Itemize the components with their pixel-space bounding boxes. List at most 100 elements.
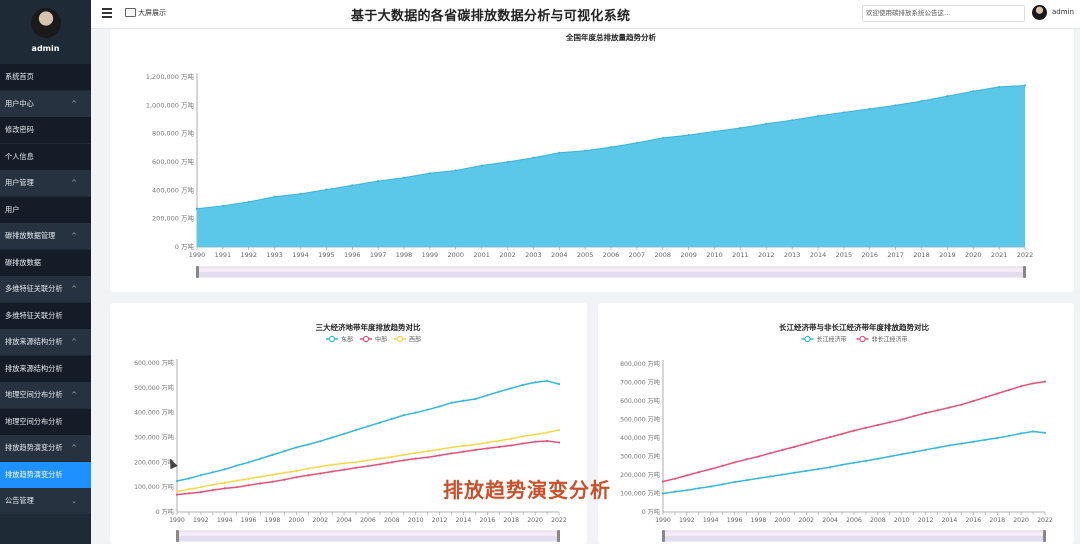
data-point	[474, 443, 477, 446]
data-point	[1023, 84, 1027, 87]
data-point	[377, 180, 380, 183]
sidebar-item-13[interactable]: 地理空间分布分析	[0, 408, 91, 435]
sidebar-item-0[interactable]: 系统首页	[0, 64, 91, 90]
data-point	[996, 436, 999, 440]
sidebar-item-16[interactable]: 公告管理 ⌄	[0, 488, 91, 514]
data-point	[745, 458, 748, 461]
data-point	[235, 479, 238, 482]
x-tick-label: 2008	[384, 517, 400, 524]
data-point	[175, 479, 179, 483]
data-point	[1020, 432, 1023, 435]
data-point	[557, 441, 561, 444]
monitor-icon[interactable]	[125, 8, 136, 17]
chevron-icon: ^	[71, 285, 77, 293]
data-point	[247, 200, 250, 204]
chart-title: 三大经济地带年度排放趋势对比	[316, 322, 421, 332]
header-username[interactable]: admin	[1052, 8, 1074, 16]
data-point	[211, 483, 214, 486]
data-point	[486, 441, 489, 444]
sidebar-item-1[interactable]: 用户中心 ^	[0, 90, 91, 117]
data-point	[852, 461, 856, 464]
data-point	[510, 444, 513, 447]
sidebar-profile: admin	[0, 8, 91, 74]
data-point	[271, 480, 274, 483]
x-tick-label: 2022	[1017, 251, 1034, 259]
data-point	[673, 477, 677, 480]
zoom-handle-left	[176, 530, 179, 542]
avatar[interactable]	[1032, 5, 1047, 20]
sidebar-item-label: 地理空间分布分析	[5, 416, 63, 426]
sidebar-item-14[interactable]: 排放趋势演变分析 ^	[0, 435, 91, 461]
data-point	[474, 397, 477, 401]
y-tick-label: 0 万吨	[175, 242, 195, 251]
data-point	[984, 438, 987, 441]
data-point	[221, 204, 224, 208]
x-tick-label: 1996	[344, 251, 361, 259]
sidebar-item-3[interactable]: 个人信息	[0, 143, 91, 170]
data-point	[259, 475, 262, 478]
data-point	[295, 476, 298, 479]
data-point	[414, 457, 417, 460]
data-point	[331, 463, 334, 466]
data-point	[661, 136, 664, 140]
sidebar-item-2[interactable]: 修改密码	[0, 117, 91, 143]
data-point	[972, 399, 975, 403]
sidebar-item-6[interactable]: 碳排放数据管理 ^	[0, 223, 91, 249]
data-point	[948, 444, 951, 447]
data-point	[325, 188, 328, 191]
x-tick-label: 2007	[629, 251, 646, 259]
chart-title: 全国年度总排放量趋势分析	[565, 32, 656, 42]
notice-ticker[interactable]: 欢迎使用碳排放系统公告这...	[862, 5, 1025, 22]
data-point	[697, 487, 700, 490]
data-point	[769, 452, 772, 455]
sidebar-item-9[interactable]: 多维特征关联分析	[0, 302, 91, 329]
data-point	[936, 409, 939, 412]
data-point	[378, 457, 382, 460]
data-point	[283, 450, 286, 453]
data-point	[687, 133, 690, 137]
data-point	[635, 141, 638, 144]
hamburger-menu-icon[interactable]	[102, 8, 112, 18]
data-point	[402, 176, 406, 179]
data-point	[390, 461, 393, 464]
sidebar-item-label: 碳排放数据	[5, 257, 41, 267]
x-tick-label: 1994	[703, 517, 719, 524]
data-point	[354, 461, 358, 464]
data-point	[522, 435, 525, 438]
data-point	[428, 172, 431, 175]
zoom-handle-left	[196, 266, 199, 278]
data-point	[757, 477, 760, 480]
sidebar-item-label: 地理空间分布分析	[5, 390, 63, 399]
x-tick-label: 2006	[603, 251, 620, 259]
big-screen-link[interactable]: 大屏展示	[138, 9, 166, 17]
x-tick-label: 2020	[1013, 517, 1029, 524]
data-point	[948, 406, 951, 409]
sidebar-item-8[interactable]: 多维特征关联分析 ^	[0, 276, 91, 302]
sidebar-item-4[interactable]: 用户管理 ^	[0, 170, 91, 196]
zoom-slider-fill	[665, 536, 1043, 541]
x-tick-label: 2014	[810, 251, 827, 259]
data-point	[924, 448, 927, 451]
sidebar-item-7[interactable]: 碳排放数据	[0, 249, 91, 276]
data-point	[757, 455, 760, 458]
sidebar-item-12[interactable]: 地理空间分布分析 ^	[0, 382, 91, 408]
data-point	[378, 421, 382, 424]
data-point	[319, 465, 322, 468]
data-point	[426, 450, 429, 453]
x-tick-label: 1994	[292, 251, 309, 259]
data-point	[960, 403, 963, 406]
x-tick-label: 2006	[360, 517, 376, 524]
sidebar-item-11[interactable]: 排放来源结构分析	[0, 355, 91, 382]
sidebar-item-15[interactable]: 排放趋势演变分析	[0, 461, 91, 488]
avatar[interactable]	[30, 8, 61, 38]
data-point	[888, 421, 891, 424]
data-point	[661, 492, 665, 495]
data-point	[534, 381, 537, 384]
x-tick-label: 1993	[266, 251, 283, 259]
data-point	[673, 490, 677, 493]
y-tick-label: 200,000 万吨	[152, 214, 194, 223]
data-point	[438, 405, 441, 408]
sidebar-item-5[interactable]: 用户	[0, 196, 91, 223]
sidebar-item-10[interactable]: 排放来源结构分析 ^	[0, 329, 91, 355]
x-tick-label: 2013	[784, 251, 801, 259]
